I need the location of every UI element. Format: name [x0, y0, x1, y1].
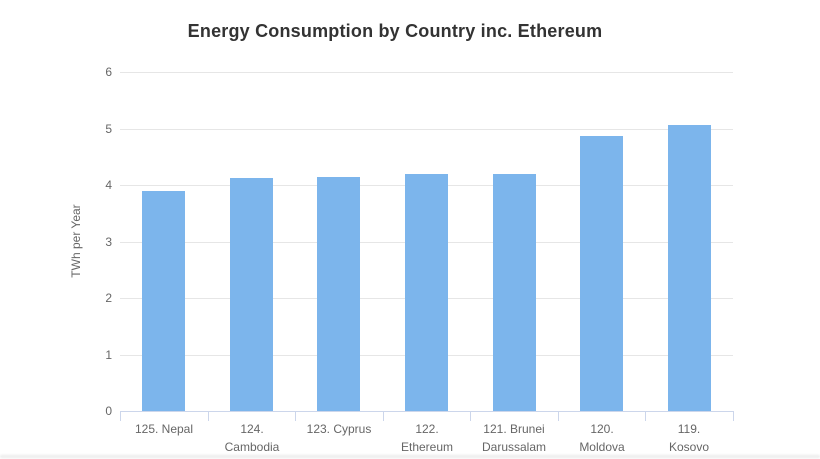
x-axis-category-label: 124. Cambodia [208, 420, 296, 456]
bar-cyprus[interactable] [317, 177, 360, 411]
x-axis-category-label: 120. Moldova [558, 420, 646, 456]
x-axis-category-label: 122. Ethereum [383, 420, 471, 456]
x-axis-category-label: 125. Nepal [120, 420, 208, 438]
x-axis-label-line: 119. [677, 422, 701, 436]
bar-cambodia[interactable] [230, 178, 273, 411]
x-axis-tick-mark [733, 411, 734, 421]
x-axis-label-line: Cambodia [224, 440, 280, 454]
x-axis-label-line: 120. [590, 422, 614, 436]
x-axis-label-line: Moldova [579, 440, 625, 454]
x-axis-tick-mark [645, 411, 646, 421]
page-divider [0, 455, 820, 458]
x-axis-label-line: 124. [240, 422, 264, 436]
x-axis-line [120, 411, 734, 412]
chart-title: Energy Consumption by Country inc. Ether… [187, 21, 603, 41]
y-axis-tick-label: 2 [105, 291, 112, 305]
y-axis-tick-label: 4 [105, 178, 112, 192]
y-axis-tick-label: 3 [105, 235, 112, 249]
x-axis-tick-mark [208, 411, 209, 421]
y-axis-tick-label: 5 [105, 122, 112, 136]
bar-nepal[interactable] [142, 191, 185, 411]
x-axis-label-line: Darussalam [481, 440, 547, 454]
bar-moldova[interactable] [580, 136, 623, 411]
x-axis-category-label: 121. Brunei Darussalam [470, 420, 558, 456]
x-axis-label-line: 125. Nepal [134, 422, 194, 436]
bar-ethereum[interactable] [405, 174, 448, 411]
x-axis-category-label: 123. Cyprus [295, 420, 383, 438]
y-axis-title: TWh per Year [69, 204, 83, 278]
x-axis-label-line: Kosovo [668, 440, 710, 454]
x-axis-tick-mark [558, 411, 559, 421]
y-axis-tick-label: 6 [105, 65, 112, 79]
x-axis-tick-mark [295, 411, 296, 421]
y-axis-tick-label: 0 [105, 404, 112, 418]
x-axis-label-line: 121. Brunei [483, 422, 545, 436]
x-axis-tick-mark [383, 411, 384, 421]
x-axis-label-line: 123. Cyprus [306, 422, 372, 436]
x-axis-tick-mark [470, 411, 471, 421]
x-axis-label-line: Ethereum [400, 440, 454, 454]
x-axis-category-label: 119. Kosovo [645, 420, 733, 456]
bar-brunei-darussalam[interactable] [493, 174, 536, 411]
y-axis-tick-label: 1 [105, 348, 112, 362]
bar-kosovo[interactable] [668, 125, 711, 411]
x-axis-tick-mark [120, 411, 121, 421]
y-gridline [120, 72, 733, 73]
x-axis-label-line: 122. [415, 422, 439, 436]
y-gridline [120, 129, 733, 130]
